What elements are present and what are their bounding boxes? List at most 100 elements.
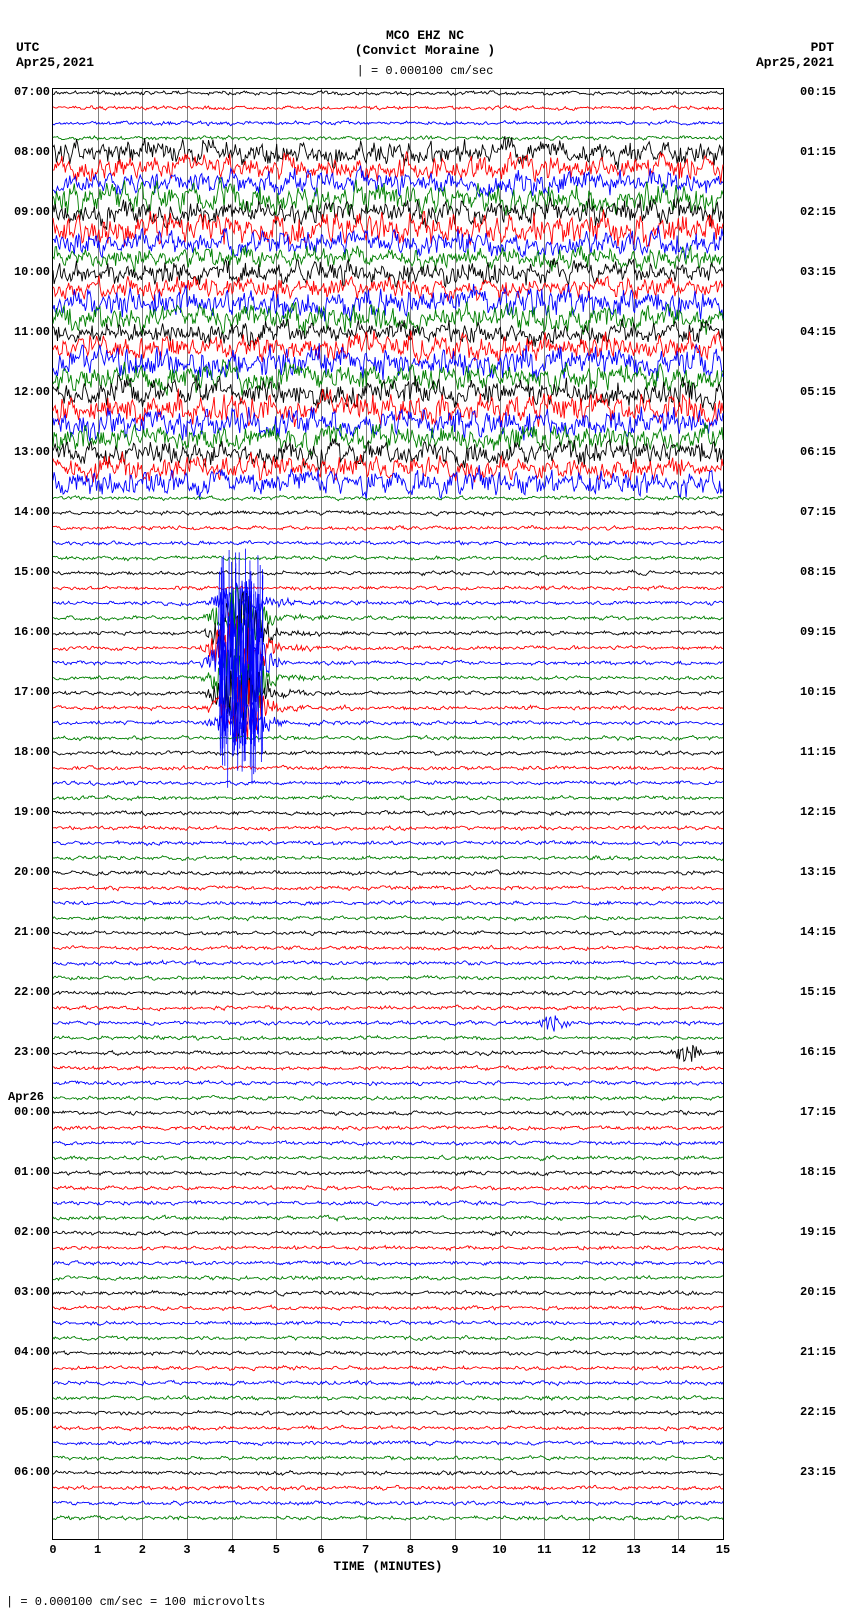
seismic-trace [53,526,723,531]
event-spike [245,685,246,761]
pdt-time-label: 23:15 [800,1465,842,1479]
seismic-trace [53,452,723,483]
utc-time-label: 07:00 [8,85,50,99]
seismic-trace [53,1005,723,1011]
pdt-time-label: 21:15 [800,1345,842,1359]
seismic-trace [53,1456,723,1461]
seismic-trace [53,677,723,742]
tz-left-date: Apr25,2021 [16,55,94,70]
utc-time-label: 17:00 [8,685,50,699]
seismic-trace [53,841,723,846]
scale-indicator: | = 0.000100 cm/sec [0,64,850,78]
title-block: MCO EHZ NC (Convict Moraine ) [0,28,850,58]
seismic-trace [53,886,723,891]
utc-time-label: 21:00 [8,925,50,939]
station-code: MCO EHZ NC [0,28,850,43]
utc-time-label: 01:00 [8,1165,50,1179]
pdt-time-label: 09:15 [800,625,842,639]
utc-time-label: 16:00 [8,625,50,639]
utc-time-label: 12:00 [8,385,50,399]
seismic-trace [53,1290,723,1296]
seismogram-plot: TIME (MINUTES) 0123456789101112131415 [52,88,724,1540]
seismic-trace [53,1485,723,1490]
seismic-trace [53,612,723,703]
seismic-trace [53,1366,723,1371]
event-spike [231,697,232,719]
x-axis-title: TIME (MINUTES) [53,1559,723,1574]
x-tick-label: 2 [139,1543,146,1557]
event-spike [220,592,221,703]
pdt-time-label: 04:15 [800,325,842,339]
seismic-trace [53,1036,723,1041]
seismic-trace [53,796,723,801]
station-location: (Convict Moraine ) [0,43,850,58]
seismic-trace [53,136,723,141]
seismic-trace [53,541,723,546]
seismic-trace [53,931,723,936]
seismic-trace [53,1501,723,1506]
tz-right-label: PDT [756,40,834,55]
seismic-trace [53,1336,723,1341]
seismic-trace [53,91,723,96]
x-tick-label: 1 [94,1543,101,1557]
pdt-time-label: 18:15 [800,1165,842,1179]
utc-time-label: 15:00 [8,565,50,579]
seismic-trace [53,1321,723,1326]
pdt-time-label: 03:15 [800,265,842,279]
seismic-trace [53,1171,723,1176]
utc-day-label: Apr26 [8,1090,44,1104]
seismic-trace [53,1215,723,1221]
pdt-time-label: 06:15 [800,445,842,459]
pdt-time-label: 05:15 [800,385,842,399]
utc-time-label: 02:00 [8,1225,50,1239]
pdt-time-label: 15:15 [800,985,842,999]
seismic-trace [53,1276,723,1281]
pdt-time-label: 20:15 [800,1285,842,1299]
pdt-time-label: 08:15 [800,565,842,579]
tz-right-date: Apr25,2021 [756,55,834,70]
seismic-trace [53,1515,723,1520]
pdt-time-label: 00:15 [800,85,842,99]
x-tick-label: 10 [492,1543,506,1557]
seismic-trace [53,581,723,628]
seismic-trace [53,781,723,786]
seismic-trace [53,1110,723,1115]
pdt-time-label: 22:15 [800,1405,842,1419]
tz-left-block: UTC Apr25,2021 [16,40,94,70]
seismic-trace [53,1246,723,1251]
seismic-trace [53,570,723,576]
seismic-trace [53,765,723,770]
pdt-time-label: 17:15 [800,1105,842,1119]
pdt-time-label: 07:15 [800,505,842,519]
seismic-trace [53,870,723,876]
seismic-trace [53,1396,723,1401]
seismic-trace [53,1381,723,1386]
utc-time-label: 14:00 [8,505,50,519]
x-tick-label: 9 [451,1543,458,1557]
x-tick-label: 13 [626,1543,640,1557]
utc-time-label: 05:00 [8,1405,50,1419]
seismic-trace [53,1045,723,1062]
seismic-trace [53,1125,723,1130]
utc-time-label: 03:00 [8,1285,50,1299]
seismic-trace [53,556,723,561]
seismic-trace [53,1186,723,1191]
seismic-trace [53,916,723,921]
seismic-trace [53,510,723,516]
seismic-trace [53,496,723,501]
seismic-trace [53,1155,723,1161]
event-spike [257,674,258,712]
utc-time-label: 08:00 [8,145,50,159]
pdt-time-label: 13:15 [800,865,842,879]
x-tick-label: 7 [362,1543,369,1557]
x-tick-label: 0 [49,1543,56,1557]
footer-scale: | = 0.000100 cm/sec = 100 microvolts [6,1595,265,1609]
utc-time-label: 13:00 [8,445,50,459]
x-tick-label: 14 [671,1543,685,1557]
seismic-trace [53,1231,723,1236]
utc-time-label: 23:00 [8,1045,50,1059]
utc-time-label: 10:00 [8,265,50,279]
seismic-trace [53,811,723,817]
utc-time-label: 11:00 [8,325,50,339]
seismic-trace [53,106,723,111]
